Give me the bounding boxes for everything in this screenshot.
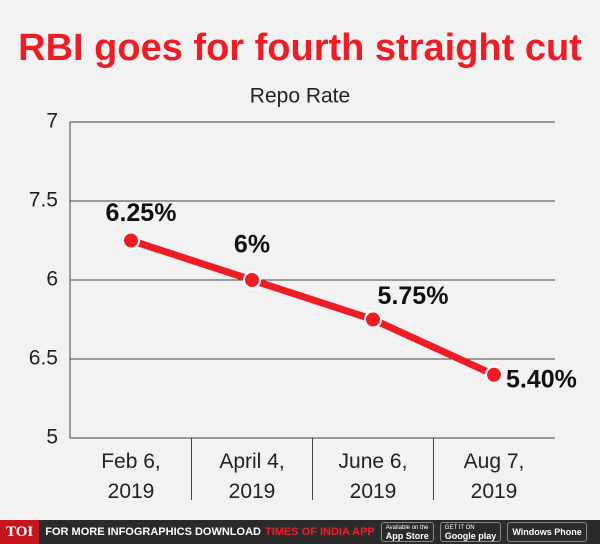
badge-big: Windows Phone	[512, 527, 582, 537]
y-tick-label: 7	[46, 110, 58, 133]
store-badge: Windows Phone	[507, 522, 587, 542]
x-tick-label: June 6, 2019	[338, 450, 408, 503]
footer-highlight: TIMES OF INDIA APP	[264, 526, 375, 538]
badge-big: App Store	[385, 531, 429, 541]
data-label: 5.40%	[506, 365, 577, 393]
store-badge: Available on the App Store	[380, 522, 434, 542]
x-tick-label: Feb 6, 2019	[101, 450, 161, 503]
point	[485, 365, 503, 384]
y-tick-label: 6.5	[29, 347, 58, 370]
chart: RBI goes for fourth straight cut Repo Ra…	[18, 27, 582, 500]
badge-small: GET IT ON	[444, 525, 475, 531]
store-badge: GET IT ON Google play	[439, 522, 502, 542]
x-tick-label: Aug 7, 2019	[463, 450, 525, 503]
point	[122, 231, 140, 250]
logo: TOI	[0, 520, 40, 544]
y-tick-label: 5	[46, 426, 58, 449]
data-label: 5.75%	[378, 282, 449, 310]
badge-small: Available on the	[385, 525, 429, 531]
data-label: 6%	[234, 231, 270, 259]
chart-subtitle: Repo Rate	[250, 85, 350, 108]
data-label: 6.25%	[106, 199, 177, 227]
y-tick-label: 6	[46, 268, 58, 291]
point	[364, 310, 382, 329]
badge-big: Google play	[444, 531, 497, 541]
footer-text: FOR MORE INFOGRAPHICS DOWNLOAD	[45, 526, 261, 538]
x-tick-label: April 4, 2019	[219, 450, 285, 503]
footer: TOI FOR MORE INFOGRAPHICS DOWNLOAD TIMES…	[0, 520, 600, 544]
y-tick-label: 7.5	[29, 189, 58, 212]
line	[129, 237, 496, 378]
point	[243, 271, 261, 289]
chart-title: RBI goes for fourth straight cut	[18, 27, 582, 69]
